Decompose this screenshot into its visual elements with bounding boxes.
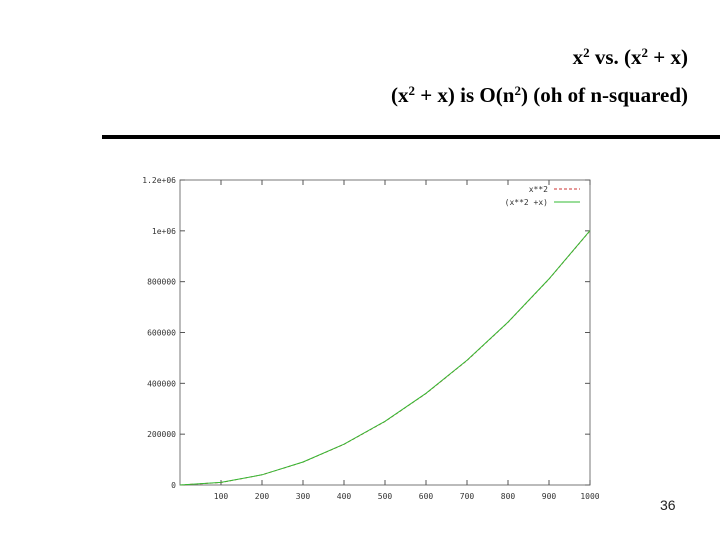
legend-label: (x**2 +x): [505, 198, 548, 207]
x-tick-label: 300: [296, 492, 311, 501]
title-line-1: x2 vs. (x2 + x): [572, 45, 688, 69]
title-line-2: (x2 + x) is O(n2) (oh of n-squared): [390, 83, 688, 107]
slide-title: x2 vs. (x2 + x) (x2 + x) is O(n2) (oh of…: [391, 36, 688, 112]
series-layer: [179, 230, 591, 486]
y-tick-label: 800000: [147, 278, 176, 287]
y-tick-label: 1e+06: [152, 227, 176, 236]
series-line-2: [179, 230, 591, 486]
page-number: 36: [660, 497, 676, 513]
x-tick-label: 600: [419, 492, 434, 501]
x-tick-label: 400: [337, 492, 352, 501]
x-tick-label: 100: [214, 492, 229, 501]
legend: x**2 (x**2 +x): [505, 185, 580, 207]
axes: 0 200000 400000 600000 800000 1e+06 1.2e+06 100…: [142, 176, 600, 501]
x-tick-label: 800: [501, 492, 516, 501]
series-line-1: [179, 230, 591, 486]
x-tick-label: 900: [542, 492, 557, 501]
y-tick-label: 200000: [147, 430, 176, 439]
legend-label: x**2: [529, 185, 548, 194]
x-tick-label: 1000: [580, 492, 599, 501]
x-tick-label: 700: [460, 492, 475, 501]
x-tick-label: 200: [255, 492, 270, 501]
x-tick-label: 500: [378, 492, 393, 501]
y-tick-label: 600000: [147, 329, 176, 338]
y-tick-label: 0: [171, 481, 176, 490]
y-tick-label: 1.2e+06: [142, 176, 176, 185]
y-tick-label: 400000: [147, 379, 176, 388]
title-divider: [102, 135, 720, 139]
plot-frame: [179, 179, 591, 486]
